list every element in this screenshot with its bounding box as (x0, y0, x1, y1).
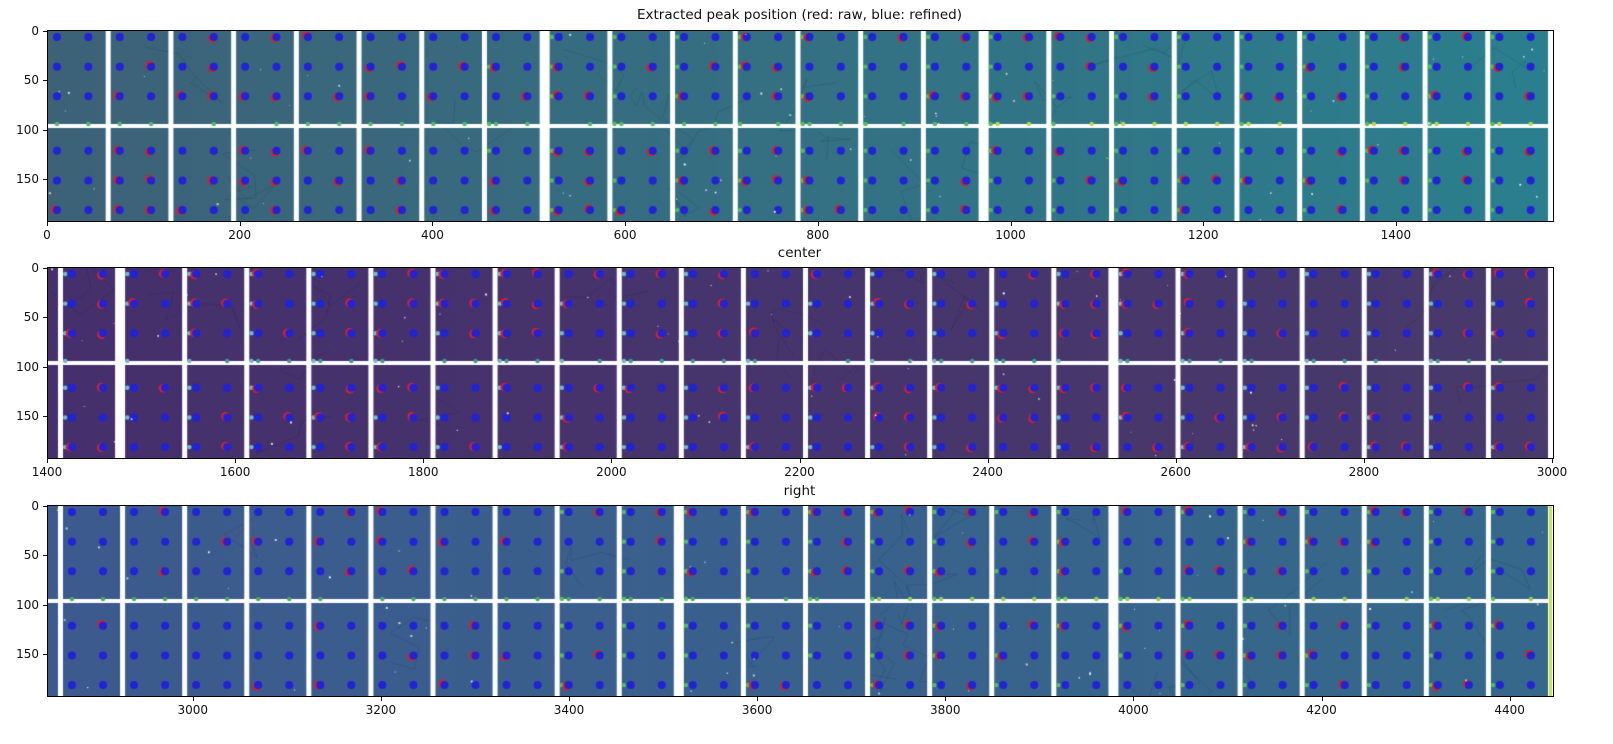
x-tick-mark (1133, 697, 1135, 701)
x-tick-label: 200 (228, 228, 252, 242)
y-tick-label: 100 (16, 122, 39, 137)
y-tick-mark (43, 604, 47, 606)
x-tick-label: 1000 (995, 228, 1026, 242)
x-tick-label: 800 (806, 228, 830, 242)
y-tick-label: 0 (31, 499, 39, 513)
x-tick-mark (1552, 459, 1553, 463)
y-tick-mark (43, 654, 47, 656)
plot-area (47, 267, 1554, 459)
x-tick-mark (235, 459, 237, 463)
y-tick-mark (43, 129, 47, 131)
x-tick-label: 1400 (1380, 228, 1412, 242)
plot-area (47, 505, 1554, 697)
x-tick-label: 600 (613, 228, 637, 242)
x-tick-mark (423, 459, 425, 463)
x-tick-label: 2000 (596, 465, 627, 479)
x-tick-label: 3000 (177, 703, 209, 717)
x-tick-label: 3600 (741, 703, 773, 717)
x-tick-label: 1600 (219, 465, 251, 479)
y-tick-mark (43, 555, 47, 557)
y-tick-label: 50 (23, 548, 39, 563)
x-tick-mark (625, 222, 627, 226)
x-tick-label: 1800 (407, 465, 439, 479)
panel-title: right (783, 483, 816, 499)
panel-title: center (777, 245, 822, 261)
x-tick-label: 2200 (784, 465, 815, 479)
x-tick-mark (799, 459, 801, 463)
plot-area (47, 30, 1554, 222)
x-tick-mark (1395, 222, 1397, 226)
y-tick-mark (43, 268, 47, 269)
x-tick-label: 3000 (1536, 465, 1568, 479)
y-tick-mark (43, 31, 47, 32)
y-tick-mark (43, 506, 47, 507)
x-tick-label: 3800 (930, 703, 961, 717)
detector-image (48, 268, 1553, 458)
x-tick-mark (1509, 697, 1511, 701)
x-tick-mark (432, 222, 434, 226)
y-tick-mark (43, 80, 47, 82)
x-tick-mark (1363, 459, 1365, 463)
y-tick-label: 100 (16, 359, 39, 374)
x-tick-mark (1203, 222, 1205, 226)
y-tick-label: 150 (16, 172, 39, 187)
y-tick-label: 50 (23, 310, 39, 325)
x-tick-label: 1400 (31, 465, 63, 479)
x-tick-mark (817, 222, 819, 226)
x-tick-mark (239, 222, 241, 226)
y-tick-label: 150 (16, 647, 39, 662)
y-tick-label: 0 (31, 261, 39, 275)
y-tick-label: 150 (16, 409, 39, 424)
x-tick-label: 4200 (1306, 703, 1337, 717)
x-tick-label: 1200 (1187, 228, 1219, 242)
x-tick-label: 2400 (972, 465, 1003, 479)
x-tick-label: 2600 (1160, 465, 1192, 479)
x-tick-mark (611, 459, 613, 463)
x-tick-mark (569, 697, 571, 701)
detector-image (48, 31, 1553, 221)
x-tick-mark (1010, 222, 1012, 226)
x-tick-mark (945, 697, 947, 701)
y-tick-label: 100 (16, 597, 39, 612)
x-tick-mark (47, 459, 48, 463)
x-tick-mark (47, 222, 48, 226)
y-tick-label: 50 (23, 73, 39, 88)
x-tick-label: 3200 (365, 703, 397, 717)
y-tick-mark (43, 179, 47, 181)
y-tick-mark (43, 317, 47, 319)
x-tick-label: 0 (43, 228, 51, 242)
y-tick-label: 0 (31, 24, 39, 38)
x-tick-mark (1321, 697, 1323, 701)
x-tick-label: 2800 (1348, 465, 1380, 479)
y-tick-mark (43, 366, 47, 368)
x-tick-mark (987, 459, 989, 463)
x-tick-mark (757, 697, 759, 701)
x-tick-mark (380, 697, 382, 701)
panel-title: Extracted peak position (red: raw, blue:… (636, 7, 962, 23)
x-tick-label: 400 (420, 228, 444, 242)
x-tick-mark (192, 697, 194, 701)
y-tick-mark (43, 416, 47, 418)
x-tick-label: 4000 (1118, 703, 1149, 717)
detector-image (48, 506, 1553, 696)
x-tick-label: 4400 (1494, 703, 1525, 717)
x-tick-label: 3400 (553, 703, 585, 717)
x-tick-mark (1175, 459, 1177, 463)
